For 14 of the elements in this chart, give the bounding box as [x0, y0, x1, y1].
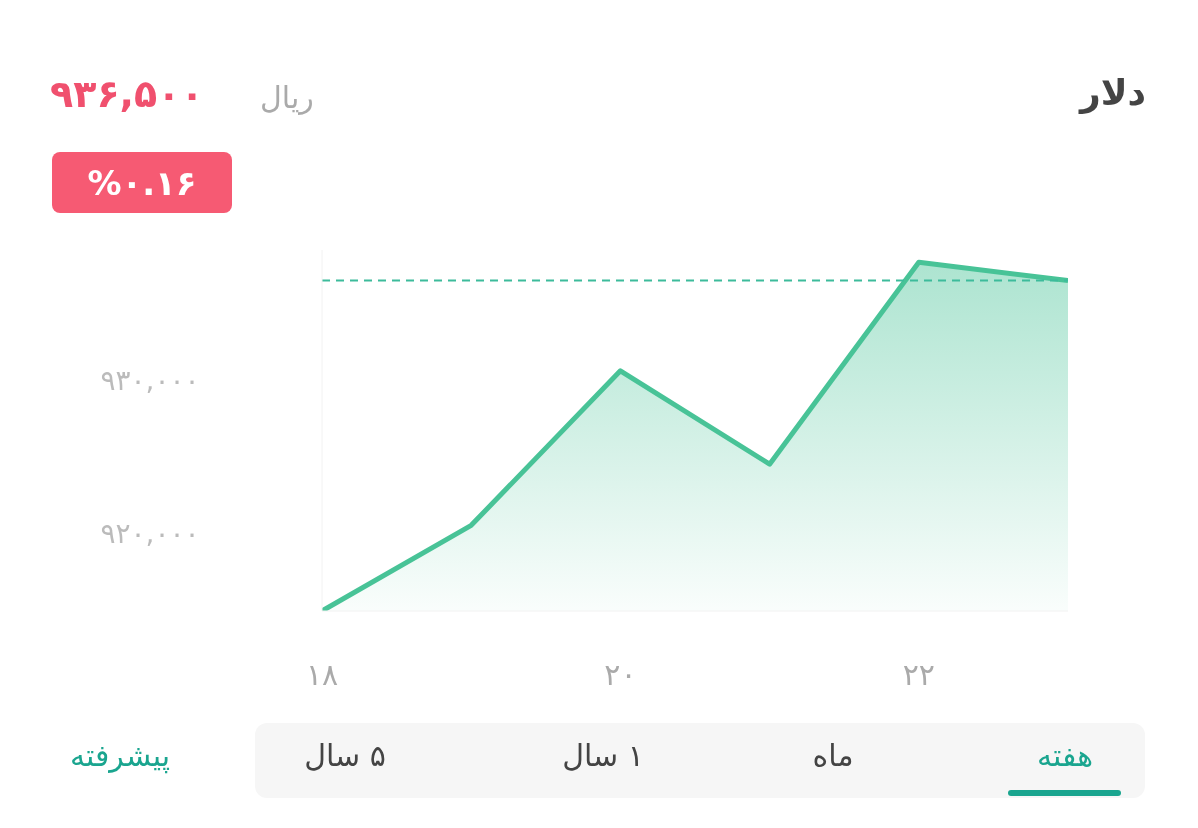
x-tick-label: ۲۲ [902, 657, 935, 692]
text: ۹۳۶,۵۰۰ [50, 72, 204, 116]
text: ۵ سال [303, 738, 387, 773]
text: ۱ سال [561, 738, 645, 773]
x-tick-label: ۱۸ [305, 657, 339, 692]
text: هفته [1035, 738, 1095, 773]
chart-title: دلار [1079, 72, 1146, 113]
text: ماه [811, 738, 855, 773]
y-tick-label: ۹۲۰,۰۰۰ [100, 516, 200, 550]
text: %۰.۱۶ [52, 152, 232, 213]
text: پیشرفته [68, 738, 172, 773]
text: ریال [260, 80, 314, 115]
y-tick-label: ۹۳۰,۰۰۰ [100, 364, 200, 398]
x-tick-label: ۲۰ [604, 657, 637, 692]
